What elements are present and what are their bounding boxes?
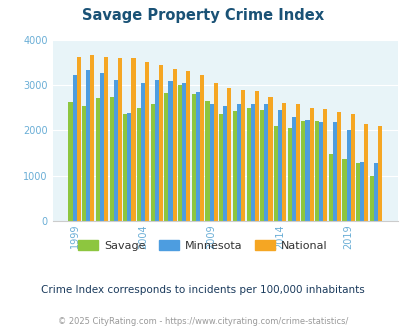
Bar (136, 108, 141, 221)
Bar (227, 88, 231, 221)
Bar (82, 106, 86, 221)
Bar (164, 93, 168, 221)
Bar (154, 81, 158, 221)
Bar (363, 123, 368, 221)
Bar (123, 114, 127, 221)
Bar (109, 97, 113, 221)
Bar (295, 104, 299, 221)
Bar (113, 80, 117, 221)
Bar (205, 101, 209, 221)
Bar (237, 105, 241, 221)
Bar (346, 130, 350, 221)
Bar (104, 57, 108, 221)
Bar (150, 104, 154, 221)
Bar (96, 98, 100, 221)
Bar (281, 103, 286, 221)
Bar (86, 70, 90, 221)
Bar (260, 110, 264, 221)
Bar (158, 65, 162, 221)
Bar (241, 89, 245, 221)
Bar (277, 110, 281, 221)
Bar (145, 62, 149, 221)
Bar (182, 83, 186, 221)
Bar (322, 110, 326, 221)
Bar (273, 126, 277, 221)
Bar (117, 58, 121, 221)
Bar (355, 163, 359, 221)
Bar (219, 115, 223, 221)
Bar (168, 81, 172, 221)
Bar (264, 104, 268, 221)
Bar (72, 75, 77, 221)
Bar (172, 69, 176, 221)
Legend: Savage, Minnesota, National: Savage, Minnesota, National (74, 236, 331, 255)
Bar (268, 97, 272, 221)
Bar (195, 92, 200, 221)
Bar (141, 83, 145, 221)
Bar (209, 105, 213, 221)
Bar (342, 159, 346, 221)
Bar (131, 58, 135, 221)
Bar (373, 163, 377, 221)
Bar (318, 122, 322, 221)
Bar (186, 71, 190, 221)
Bar (301, 121, 305, 221)
Bar (100, 73, 104, 221)
Bar (359, 162, 363, 221)
Bar (377, 126, 381, 221)
Bar (77, 57, 81, 221)
Bar (200, 75, 204, 221)
Text: Crime Index corresponds to incidents per 100,000 inhabitants: Crime Index corresponds to incidents per… (41, 285, 364, 295)
Bar (291, 117, 295, 221)
Bar (309, 108, 313, 221)
Bar (178, 85, 182, 221)
Text: Savage Property Crime Index: Savage Property Crime Index (82, 8, 323, 23)
Bar (350, 114, 354, 221)
Bar (369, 176, 373, 221)
Bar (232, 111, 237, 221)
Bar (246, 108, 250, 221)
Bar (223, 106, 227, 221)
Bar (314, 121, 318, 221)
Text: © 2025 CityRating.com - https://www.cityrating.com/crime-statistics/: © 2025 CityRating.com - https://www.city… (58, 317, 347, 326)
Bar (68, 102, 72, 221)
Bar (332, 122, 336, 221)
Bar (127, 113, 131, 221)
Bar (250, 104, 254, 221)
Bar (191, 94, 195, 221)
Bar (336, 112, 340, 221)
Bar (213, 83, 217, 221)
Bar (254, 91, 258, 221)
Bar (90, 55, 94, 221)
Bar (287, 128, 291, 221)
Bar (328, 154, 332, 221)
Bar (305, 120, 309, 221)
